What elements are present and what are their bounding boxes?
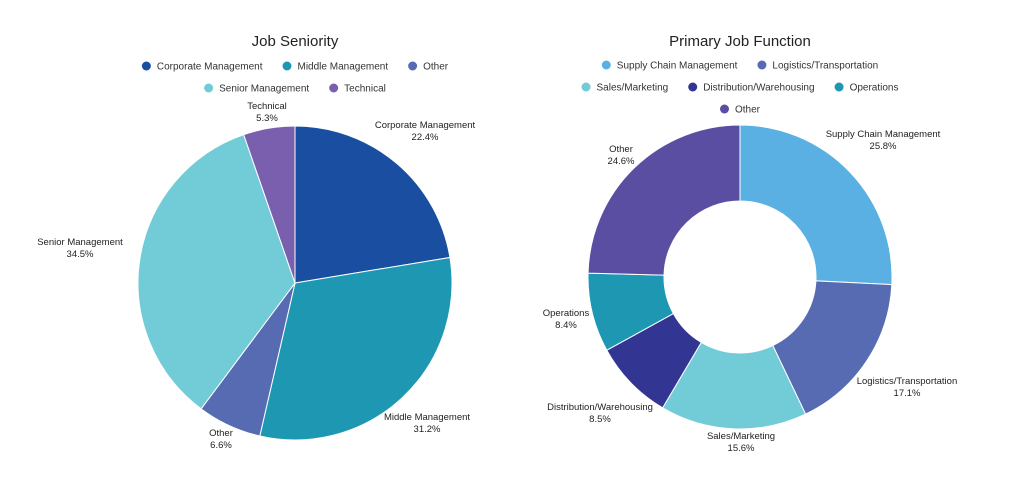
legend-swatch bbox=[408, 61, 418, 71]
legend-item-logistics-transportation[interactable]: Logistics/Transportation bbox=[757, 60, 878, 72]
legend-item-operations[interactable]: Operations bbox=[834, 82, 899, 94]
job-seniority-chart: Job Seniority Corporate Management Middle… bbox=[37, 33, 475, 451]
legend-item-senior-management[interactable]: Senior Management bbox=[204, 83, 309, 95]
legend-item-other[interactable]: Other bbox=[408, 61, 449, 73]
pie-slices bbox=[137, 125, 453, 441]
slice-technical[interactable] bbox=[243, 125, 296, 284]
slice-middle-management[interactable] bbox=[259, 256, 453, 441]
legend-item-distribution-warehousing[interactable]: Distribution/Warehousing bbox=[688, 82, 815, 94]
data-label-value: 8.5% bbox=[589, 414, 611, 425]
primary-job-function-chart: Primary Job Function Supply Chain Manage… bbox=[543, 33, 958, 454]
legend-swatch bbox=[601, 60, 611, 70]
data-label-value: 8.4% bbox=[555, 320, 577, 331]
data-label-name: Other bbox=[209, 428, 233, 439]
legend-label: Supply Chain Management bbox=[617, 61, 738, 72]
data-label-value: 6.6% bbox=[210, 440, 232, 451]
slice-other[interactable] bbox=[587, 124, 741, 276]
legend: Corporate Management Middle Management Oth… bbox=[141, 61, 449, 95]
data-label-value: 22.4% bbox=[412, 132, 439, 143]
legend-swatch bbox=[581, 82, 591, 92]
legend-label: Distribution/Warehousing bbox=[703, 83, 814, 94]
legend-label: Senior Management bbox=[219, 84, 309, 95]
legend-item-middle-management[interactable]: Middle Management bbox=[282, 61, 389, 73]
legend-label: Logistics/Transportation bbox=[772, 61, 878, 72]
data-label-name: Other bbox=[609, 144, 633, 155]
data-label-name: Logistics/Transportation bbox=[857, 376, 958, 387]
slice-corporate-management[interactable] bbox=[294, 125, 451, 284]
data-label-name: Operations bbox=[543, 308, 590, 319]
legend-swatch bbox=[282, 61, 292, 71]
legend-swatch bbox=[719, 104, 729, 114]
data-label-name: Senior Management bbox=[37, 237, 123, 248]
data-label-name: Technical bbox=[247, 101, 287, 112]
legend-swatch bbox=[141, 61, 151, 71]
data-label-value: 34.5% bbox=[67, 249, 94, 260]
slice-supply-chain-management[interactable] bbox=[739, 124, 893, 286]
legend-item-supply-chain-management[interactable]: Supply Chain Management bbox=[601, 60, 738, 72]
legend-label: Middle Management bbox=[298, 62, 389, 73]
data-label-name: Sales/Marketing bbox=[707, 431, 775, 442]
data-label-name: Middle Management bbox=[384, 412, 470, 423]
data-label-value: 25.8% bbox=[870, 141, 897, 152]
legend-swatch bbox=[329, 83, 339, 93]
data-label-name: Distribution/Warehousing bbox=[547, 402, 653, 413]
legend-swatch bbox=[204, 83, 214, 93]
data-label-name: Supply Chain Management bbox=[826, 129, 941, 140]
data-label-value: 17.1% bbox=[894, 388, 921, 399]
legend-item-corporate-management[interactable]: Corporate Management bbox=[141, 61, 263, 73]
legend-label: Operations bbox=[850, 83, 899, 94]
legend-label: Other bbox=[735, 105, 761, 116]
data-label-value: 15.6% bbox=[728, 443, 755, 454]
legend-swatch bbox=[688, 82, 698, 92]
legend-label: Sales/Marketing bbox=[597, 83, 669, 94]
legend-label: Corporate Management bbox=[157, 62, 263, 73]
legend-item-technical[interactable]: Technical bbox=[329, 83, 386, 95]
data-label-value: 24.6% bbox=[608, 156, 635, 167]
legend-item-other[interactable]: Other bbox=[719, 104, 761, 116]
legend-label: Technical bbox=[344, 84, 386, 95]
chart-title: Job Seniority bbox=[252, 33, 339, 50]
legend-item-sales-marketing[interactable]: Sales/Marketing bbox=[581, 82, 669, 94]
legend: Supply Chain Management Logistics/Transpo… bbox=[581, 60, 899, 116]
data-label-value: 31.2% bbox=[414, 424, 441, 435]
donut-slices bbox=[587, 124, 893, 430]
legend-swatch bbox=[834, 82, 844, 92]
chart-title: Primary Job Function bbox=[669, 33, 811, 50]
data-label-name: Corporate Management bbox=[375, 120, 476, 131]
legend-swatch bbox=[757, 60, 767, 70]
data-label-value: 5.3% bbox=[256, 113, 278, 124]
legend-label: Other bbox=[423, 62, 449, 73]
slice-senior-management[interactable] bbox=[137, 133, 296, 410]
